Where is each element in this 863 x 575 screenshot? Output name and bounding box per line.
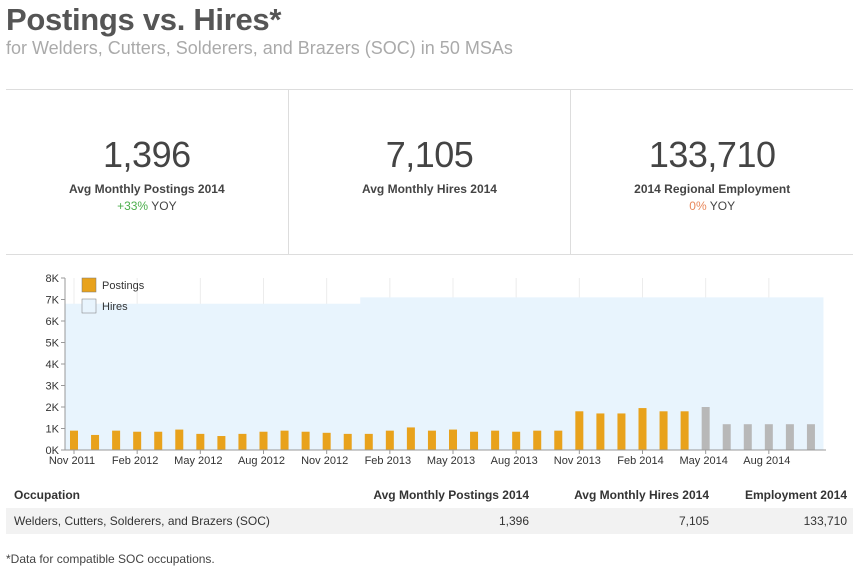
legend-swatch-hires — [81, 298, 97, 314]
postings-bar — [470, 431, 479, 450]
kpi-label: Avg Monthly Postings 2014 — [69, 182, 225, 196]
postings-bar — [364, 433, 373, 450]
x-tick-label: Nov 2011 — [49, 455, 95, 467]
postings-bar — [427, 430, 436, 450]
hires-area — [65, 297, 824, 450]
table-header: Avg Monthly Postings 2014 — [373, 488, 529, 502]
postings-bar — [806, 424, 815, 450]
postings-bar — [280, 430, 289, 450]
postings-bar — [491, 430, 500, 450]
x-tick-label: Feb 2012 — [112, 455, 158, 467]
kpi-value: 7,105 — [385, 134, 474, 175]
kpi-hires: 7,105 Avg Monthly Hires 2014 — [287, 90, 571, 254]
table-cell: 7,105 — [678, 514, 709, 528]
x-tick-label: May 2013 — [427, 455, 475, 467]
y-tick-label: 6K — [46, 316, 60, 328]
kpi-postings: 1,396 Avg Monthly Postings 2014 +33% YOY — [6, 90, 288, 254]
postings-bar — [133, 431, 142, 450]
postings-bar — [512, 431, 521, 450]
y-tick-label: 1K — [46, 424, 60, 436]
kpi-label: Avg Monthly Hires 2014 — [362, 182, 497, 196]
postings-bar — [322, 432, 331, 450]
legend-label-postings: Postings — [102, 280, 145, 292]
postings-bar — [575, 411, 584, 450]
legend-label-hires: Hires — [102, 301, 128, 313]
x-tick-label: Nov 2012 — [301, 455, 348, 467]
kpi-change-suffix: YOY — [151, 199, 177, 213]
postings-bar — [343, 433, 352, 450]
x-tick-label: Feb 2014 — [617, 455, 663, 467]
postings-bar — [301, 431, 310, 450]
postings-bar — [196, 433, 205, 450]
y-tick-label: 2K — [46, 402, 60, 414]
postings-bar — [175, 429, 184, 450]
kpi-row: 1,396 Avg Monthly Postings 2014 +33% YOY… — [6, 89, 853, 255]
y-tick-label: 7K — [46, 295, 60, 307]
postings-bar — [785, 424, 794, 450]
page-title: Postings vs. Hires* — [6, 2, 282, 37]
page-subtitle: for Welders, Cutters, Solderers, and Bra… — [6, 38, 513, 58]
kpi-label: 2014 Regional Employment — [634, 182, 791, 196]
postings-hires-chart: 0K 1K 2K 3K 4K 5K 6K 7K 8K Nov 2011 Feb 2012 May 20… — [46, 273, 826, 467]
postings-bar — [533, 430, 542, 450]
postings-bar — [217, 436, 226, 450]
kpi-change-value: +33% — [117, 199, 149, 213]
x-tick-label: Feb 2013 — [365, 455, 411, 467]
postings-bar — [743, 424, 752, 450]
x-tick-label: Nov 2013 — [554, 455, 601, 467]
postings-bar — [617, 413, 626, 450]
postings-bar — [406, 427, 415, 450]
y-tick-label: 4K — [46, 359, 60, 371]
x-tick-label: May 2014 — [680, 455, 728, 467]
legend-swatch-postings — [81, 277, 97, 293]
kpi-change: +33% YOY — [6, 199, 288, 213]
postings-bar — [764, 424, 773, 450]
kpi-employment: 133,710 2014 Regional Employment 0% YOY — [570, 90, 853, 254]
table-header: Employment 2014 — [744, 488, 847, 502]
postings-bar — [638, 408, 647, 450]
postings-bar — [70, 430, 78, 450]
x-tick-label: Aug 2014 — [743, 455, 790, 467]
table-row[interactable]: Welders, Cutters, Solderers, and Brazers… — [6, 508, 853, 534]
postings-bar — [238, 433, 247, 450]
table-header: Avg Monthly Hires 2014 — [574, 488, 709, 502]
postings-bar — [449, 429, 457, 450]
kpi-value: 133,710 — [648, 134, 776, 175]
y-tick-label: 3K — [46, 381, 60, 393]
postings-bar — [154, 431, 163, 450]
y-tick-label: 5K — [46, 338, 60, 350]
occupation-table: Occupation Avg Monthly Postings 2014 Avg… — [6, 483, 853, 534]
postings-bar — [680, 411, 689, 450]
y-tick-label: 8K — [46, 273, 60, 285]
kpi-change-value: 0% — [689, 199, 707, 213]
postings-bar — [596, 413, 605, 450]
postings-bar — [91, 434, 100, 450]
table-cell: 133,710 — [803, 514, 847, 528]
kpi-value: 1,396 — [103, 134, 191, 175]
postings-bar — [722, 424, 731, 450]
postings-bar — [554, 430, 563, 450]
table-cell: 1,396 — [498, 514, 529, 528]
y-tick-label: 0K — [46, 445, 60, 457]
postings-bar — [385, 430, 394, 450]
x-tick-label: Aug 2013 — [491, 455, 538, 467]
footnote: *Data for compatible SOC occupations. — [6, 552, 215, 566]
kpi-change-suffix: YOY — [709, 199, 736, 213]
table-header: Occupation — [14, 488, 81, 502]
postings-bar — [659, 411, 668, 450]
postings-bar — [701, 407, 710, 450]
table-header-row: Occupation Avg Monthly Postings 2014 Avg… — [6, 483, 853, 507]
table-cell: Welders, Cutters, Solderers, and Brazers… — [14, 514, 270, 528]
x-tick-label: Aug 2012 — [238, 455, 285, 467]
postings-bar — [259, 431, 268, 450]
kpi-change: 0% YOY — [571, 199, 853, 213]
postings-bar — [112, 430, 121, 450]
x-tick-label: May 2012 — [174, 455, 222, 467]
